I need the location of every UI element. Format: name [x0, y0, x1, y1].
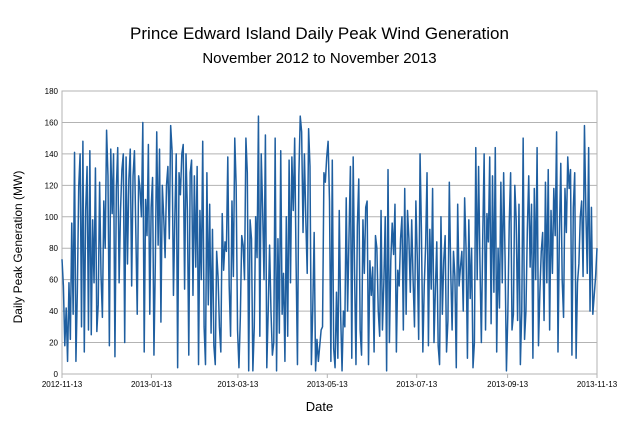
y-tick-label: 120 — [45, 181, 59, 190]
y-tick-label: 80 — [49, 244, 58, 253]
y-tick-label: 160 — [45, 118, 59, 127]
y-tick-label: 40 — [49, 307, 58, 316]
x-axis-label: Date — [305, 399, 334, 414]
x-tick-label: 2013-05-13 — [307, 380, 348, 389]
chart-title: Prince Edward Island Daily Peak Wind Gen… — [130, 24, 509, 43]
x-tick-label: 2013-09-13 — [487, 380, 528, 389]
x-tick-label: 2013-03-13 — [217, 380, 258, 389]
y-tick-label: 0 — [54, 370, 59, 379]
x-axis-ticks: 2012-11-13 2013-01-13 2013-03-13 2013-05-13… — [42, 374, 618, 389]
x-tick-label: 2013-11-13 — [577, 380, 618, 389]
series-line — [61, 115, 598, 372]
y-axis-ticks: 0 20 40 60 80 100 120 140 160 180 — [45, 87, 59, 379]
y-tick-label: 140 — [45, 150, 59, 159]
chart-subtitle: November 2012 to November 2013 — [202, 50, 437, 67]
x-tick-label: 2012-11-13 — [42, 380, 83, 389]
y-tick-label: 100 — [45, 213, 59, 222]
y-tick-label: 20 — [49, 339, 58, 348]
plot-frame — [61, 90, 598, 375]
y-tick-label: 180 — [45, 87, 59, 96]
y-tick-label: 60 — [49, 276, 58, 285]
x-tick-label: 2013-07-13 — [396, 380, 437, 389]
x-tick-label: 2013-01-13 — [131, 380, 172, 389]
y-axis-label: Daily Peak Generation (MW) — [11, 170, 25, 324]
